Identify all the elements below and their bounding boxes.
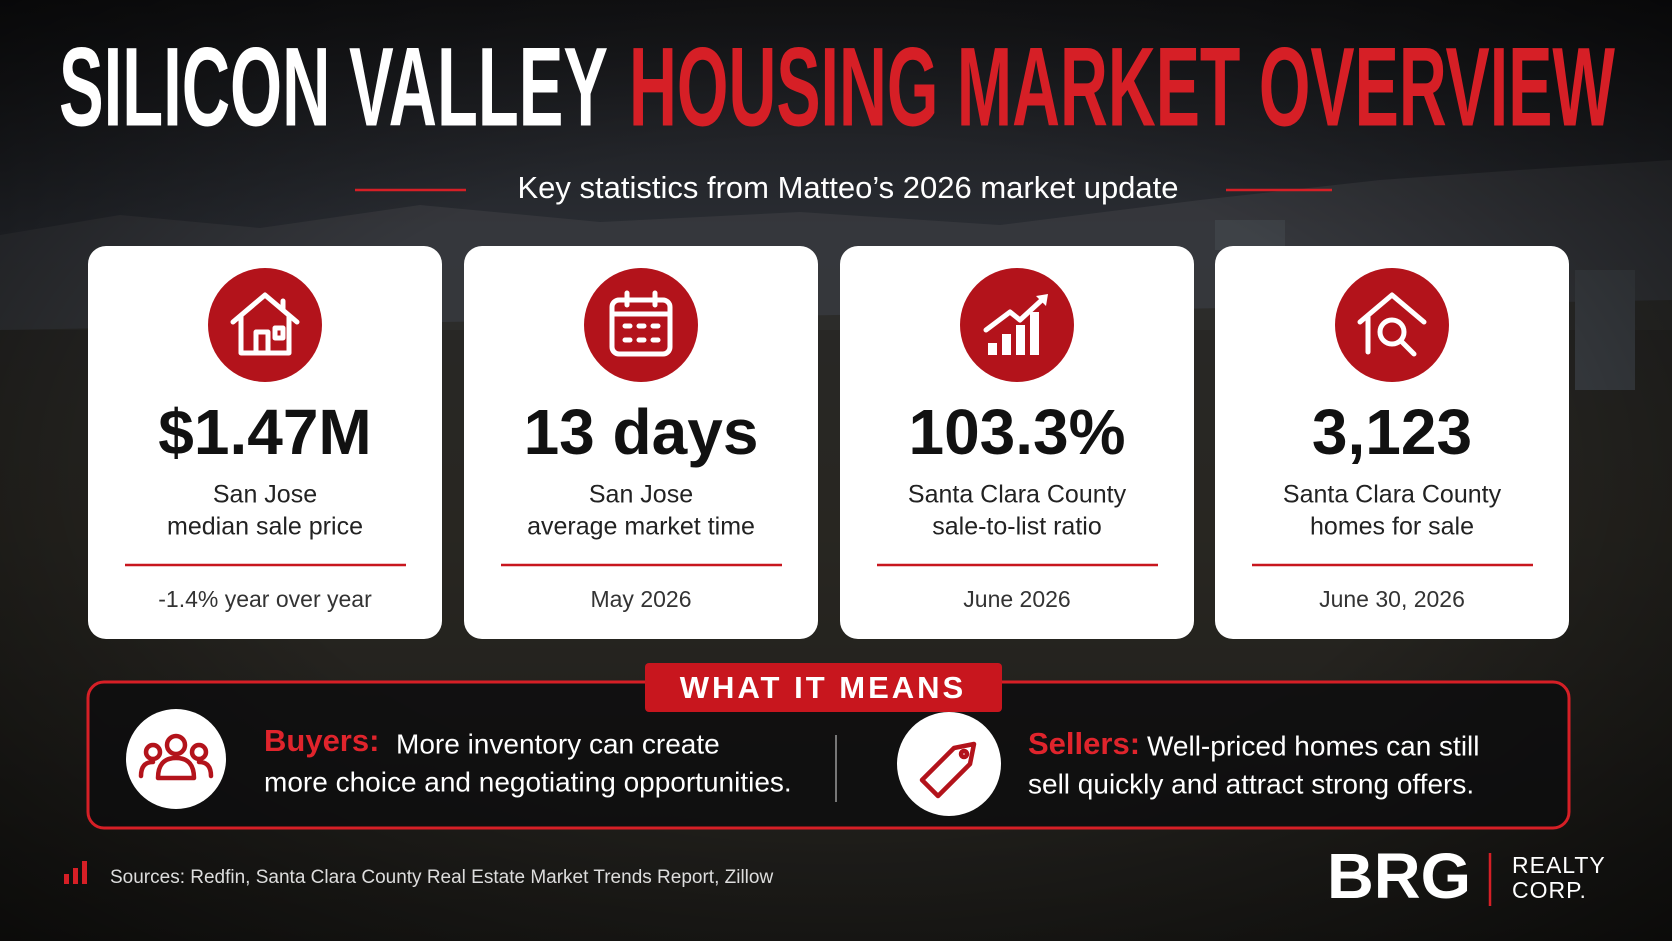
stat-card: 103.3% Santa Clara County sale-to-list r…	[840, 246, 1194, 639]
stat-note: June 2026	[963, 586, 1070, 612]
buyers-text: more choice and negotiating opportunitie…	[264, 766, 792, 797]
sellers-text: sell quickly and attract strong offers.	[1028, 768, 1474, 799]
buyers-label: Buyers:	[264, 723, 379, 758]
calendar-icon	[609, 290, 673, 357]
title-red: HOUSING MARKET OVERVIEW	[629, 25, 1615, 150]
subtitle: Key statistics from Matteo’s 2026 market…	[517, 170, 1178, 205]
people-icon	[138, 733, 214, 781]
card-bg	[1215, 246, 1569, 639]
stat-label: San Jose	[213, 481, 317, 509]
card-bg	[88, 246, 442, 639]
icon-circle	[1335, 268, 1449, 382]
stat-label: San Jose	[589, 481, 693, 509]
brand-sub: CORP.	[1512, 877, 1587, 903]
stat-value: 13 days	[524, 396, 759, 468]
stat-card: 3,123 Santa Clara County homes for sale …	[1215, 246, 1569, 639]
stat-card: 13 days San Jose average market time May…	[464, 246, 818, 639]
sources-icon	[64, 861, 87, 884]
stat-note: -1.4% year over year	[158, 586, 372, 612]
stat-label: median sale price	[167, 513, 363, 541]
stat-value: $1.47M	[158, 396, 371, 468]
home-search-icon	[1357, 292, 1427, 357]
stat-label: homes for sale	[1310, 513, 1474, 541]
sellers-icon-circle	[897, 712, 1001, 816]
icon-circle	[208, 268, 322, 382]
card-bg	[464, 246, 818, 639]
house-icon	[230, 292, 300, 356]
brand: BRG	[1327, 840, 1471, 912]
stat-label: Santa Clara County	[908, 481, 1127, 509]
sellers-label: Sellers:	[1028, 726, 1140, 761]
meaning-tab	[645, 663, 1002, 712]
sources: Sources: Redfin, Santa Clara County Real…	[110, 867, 773, 888]
growth-icon	[983, 294, 1048, 355]
stat-label: average market time	[527, 513, 755, 541]
card-bg	[840, 246, 1194, 639]
stat-label: sale-to-list ratio	[932, 513, 1102, 541]
stat-note: May 2026	[590, 586, 691, 612]
meaning-heading: WHAT IT MEANS	[680, 670, 966, 705]
stat-note: June 30, 2026	[1319, 586, 1465, 612]
stat-label: Santa Clara County	[1283, 481, 1502, 509]
sellers-text: Well-priced homes can still	[1147, 730, 1480, 761]
title-white: SILICON VALLEY	[59, 25, 608, 150]
stat-card: $1.47M San Jose median sale price -1.4% …	[88, 246, 442, 639]
stat-value: 103.3%	[908, 396, 1125, 468]
brand-sub: REALTY	[1512, 852, 1606, 878]
tag-icon	[919, 741, 977, 799]
buyers-text: More inventory can create	[396, 728, 720, 759]
stat-value: 3,123	[1312, 396, 1472, 468]
